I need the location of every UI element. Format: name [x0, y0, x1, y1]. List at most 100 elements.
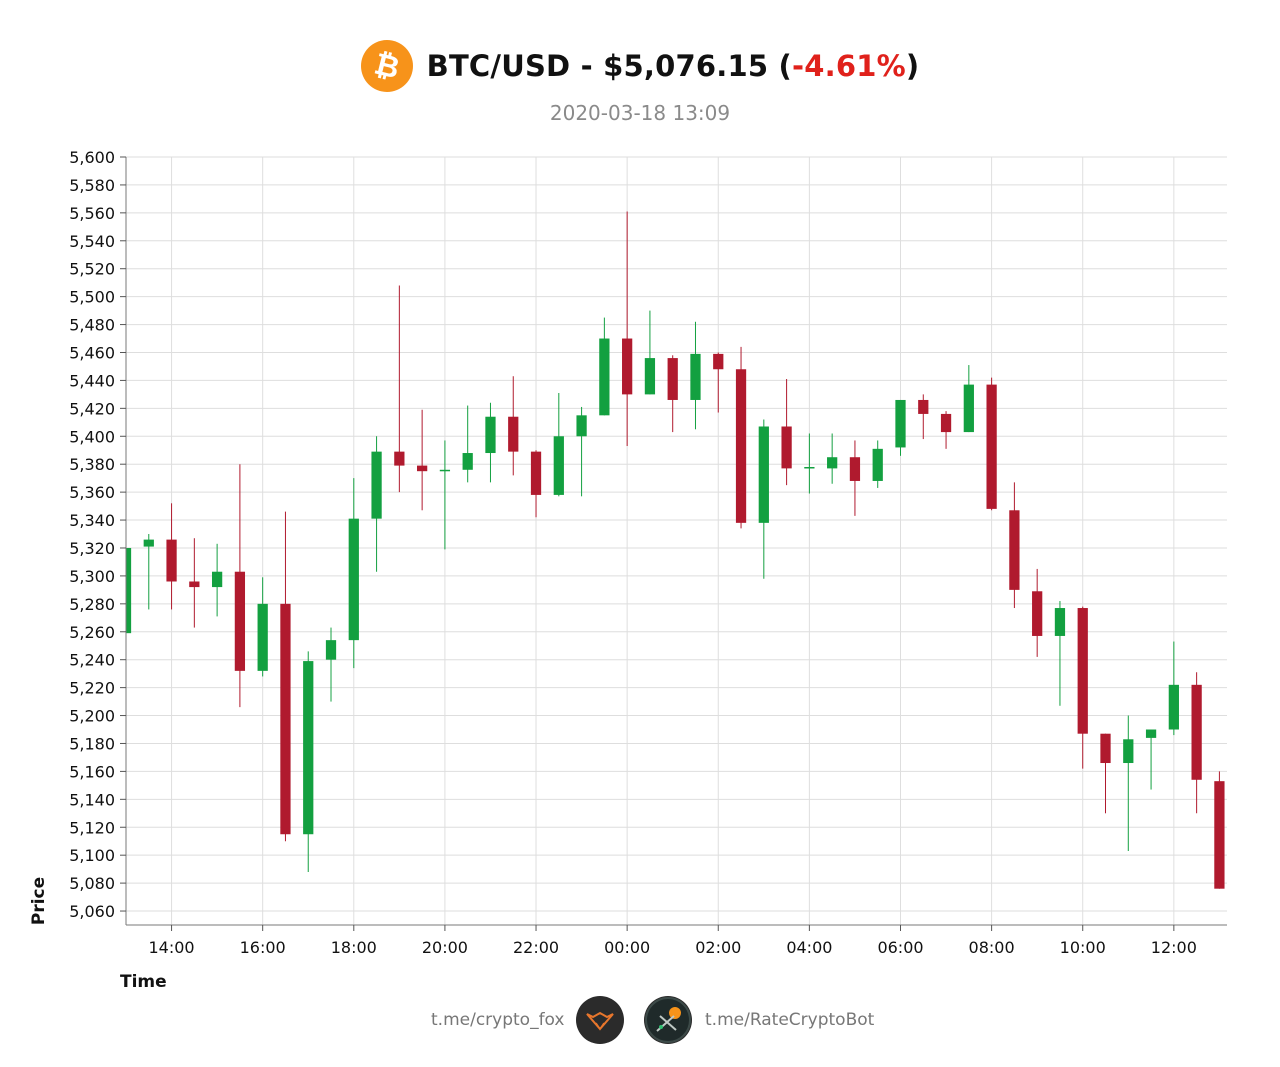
candlestick-chart: 5,060 5,080 5,100 5,120 5,140 5,160 5,180 5,200… — [29, 148, 1227, 992]
candle — [1191, 672, 1202, 814]
candle-body — [126, 547, 132, 634]
candle-body — [211, 571, 223, 588]
candle-body — [804, 466, 815, 469]
y-tick-label: 5,240 — [69, 651, 115, 670]
x-tick-label: 00:00 — [604, 938, 650, 957]
candle-body — [530, 451, 542, 495]
candle — [735, 346, 747, 529]
candle-body — [735, 369, 747, 523]
candle-body — [417, 465, 428, 472]
bot-avatar-icon[interactable] — [644, 996, 692, 1044]
candle-body — [485, 416, 496, 454]
candle — [804, 433, 815, 494]
candle — [872, 440, 883, 488]
rate-crypto-bot-link[interactable]: t.me/RateCryptoBot — [705, 1010, 875, 1030]
candle — [1145, 729, 1157, 790]
candle-body — [280, 603, 291, 835]
change-percent: -4.61% — [792, 49, 906, 83]
candle-body — [599, 338, 610, 416]
candle-body — [849, 457, 861, 481]
x-tick-label: 06:00 — [877, 938, 923, 957]
y-tick-label: 5,600 — [69, 148, 115, 167]
y-tick-label: 5,300 — [69, 567, 115, 586]
price-label: $5,076.15 — [603, 49, 769, 83]
candle — [667, 355, 678, 433]
chart-header: ₿ BTC/USD - $5,076.15 (-4.61%) — [0, 36, 1280, 96]
y-tick-label: 5,460 — [69, 343, 115, 362]
bitcoin-icon: ₿ — [360, 40, 413, 92]
candle-body — [553, 436, 564, 495]
candle-body — [758, 426, 769, 523]
candle — [1077, 606, 1088, 769]
candle-body — [303, 661, 314, 835]
candle-body — [940, 413, 952, 433]
candle — [986, 377, 997, 511]
crypto-fox-link[interactable]: t.me/crypto_fox — [431, 1010, 565, 1030]
candle — [918, 394, 929, 440]
x-tick-label: 22:00 — [513, 938, 559, 957]
candle — [257, 577, 268, 677]
candle-body — [1054, 608, 1066, 636]
candle-body — [1009, 510, 1020, 590]
fox-avatar-icon[interactable] — [576, 996, 624, 1044]
candle — [849, 440, 861, 516]
y-tick-label: 5,560 — [69, 204, 115, 223]
candle — [1100, 733, 1111, 814]
x-tick-label: 18:00 — [331, 938, 377, 957]
y-tick-label: 5,420 — [69, 399, 115, 418]
candle — [143, 534, 154, 610]
x-tick-label: 10:00 — [1060, 938, 1106, 957]
candle-body — [508, 416, 519, 452]
y-tick-label: 5,100 — [69, 846, 115, 865]
open-paren: ( — [768, 49, 793, 83]
candle — [963, 365, 974, 433]
y-tick-label: 5,500 — [69, 288, 115, 307]
candle — [1123, 715, 1134, 851]
candle-body — [439, 469, 451, 472]
candle-body — [143, 539, 154, 547]
pair-label: BTC/USD — [426, 49, 571, 83]
y-tick-label: 5,580 — [69, 176, 115, 195]
candle-body — [189, 581, 200, 588]
y-tick-label: 5,260 — [69, 623, 115, 642]
candle-body — [348, 518, 359, 641]
candle — [576, 406, 587, 497]
candle-body — [667, 358, 678, 400]
candle-body — [895, 399, 906, 448]
candle — [394, 285, 405, 493]
x-axis-label: Time — [120, 972, 167, 992]
candle-body — [690, 353, 701, 400]
candle — [417, 409, 428, 511]
x-tick-label: 02:00 — [695, 938, 741, 957]
chart-grid — [126, 156, 1227, 925]
candle — [1168, 641, 1179, 736]
candle — [827, 433, 838, 484]
candle-body — [394, 451, 405, 466]
candle — [895, 399, 906, 456]
candle — [1054, 601, 1066, 706]
x-tick-labels: 14:00 16:00 18:00 20:00 22:00 00:00 02:00 04:00… — [149, 938, 1197, 957]
y-tick-label: 5,520 — [69, 260, 115, 279]
x-tick-label: 12:00 — [1151, 938, 1197, 957]
candle — [508, 376, 519, 476]
candle — [485, 402, 496, 483]
candle — [371, 436, 382, 572]
candle — [348, 478, 359, 669]
page-title: BTC/USD - $5,076.15 (-4.61%) — [427, 49, 920, 83]
candle — [234, 464, 246, 708]
candle-body — [986, 384, 997, 509]
candle — [622, 211, 633, 447]
candle-body — [622, 338, 633, 395]
y-tick-label: 5,120 — [69, 818, 115, 837]
candle — [530, 450, 542, 518]
y-tick-label: 5,220 — [69, 679, 115, 698]
candle-body — [1191, 684, 1202, 780]
candle-body — [166, 539, 177, 582]
x-tick-label: 16:00 — [240, 938, 286, 957]
candle-body — [963, 384, 974, 433]
candle — [166, 503, 177, 610]
candle — [439, 440, 451, 550]
y-tick-label: 5,060 — [69, 902, 115, 921]
candle-body — [872, 448, 883, 481]
candle-body — [1032, 591, 1043, 636]
